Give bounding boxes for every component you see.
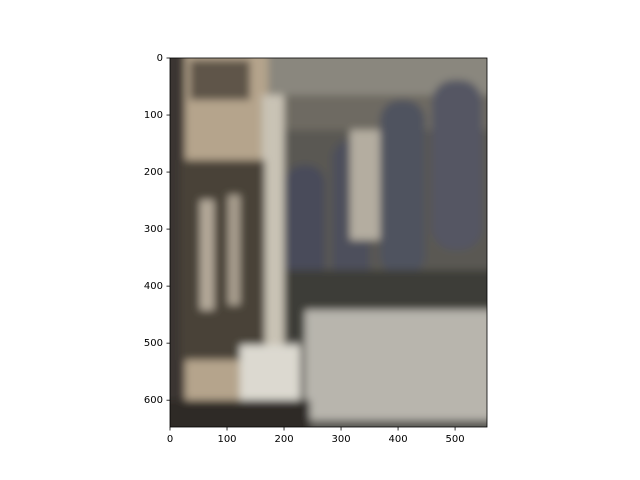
y-tick-label: 500 bbox=[144, 338, 163, 349]
bottom-shadow bbox=[170, 400, 310, 427]
y-tick-label: 200 bbox=[144, 167, 163, 178]
image bbox=[170, 58, 487, 427]
x-tick-label: 300 bbox=[331, 434, 350, 445]
x-tick-label: 500 bbox=[446, 434, 465, 445]
y-tick-label: 600 bbox=[144, 395, 163, 406]
y-tick-label: 300 bbox=[144, 224, 163, 235]
y-tick-label: 100 bbox=[144, 110, 163, 121]
flag bbox=[350, 130, 380, 240]
y-tick-label: 0 bbox=[157, 53, 163, 64]
x-tick-label: 400 bbox=[389, 434, 408, 445]
x-tick-label: 200 bbox=[274, 434, 293, 445]
arch-window bbox=[380, 100, 425, 275]
ac-unit bbox=[240, 345, 300, 405]
image-content bbox=[170, 58, 487, 427]
x-tick-label: 0 bbox=[167, 434, 173, 445]
left-column bbox=[200, 200, 214, 310]
window-top-left bbox=[190, 60, 250, 100]
x-tick-label: 100 bbox=[217, 434, 236, 445]
lower-wall bbox=[305, 310, 487, 420]
left-column bbox=[228, 195, 240, 305]
column bbox=[262, 95, 284, 355]
left-balcony bbox=[180, 160, 265, 360]
axes-frame bbox=[169, 57, 488, 428]
y-tick-label: 400 bbox=[144, 281, 163, 292]
arch-window bbox=[432, 80, 482, 250]
